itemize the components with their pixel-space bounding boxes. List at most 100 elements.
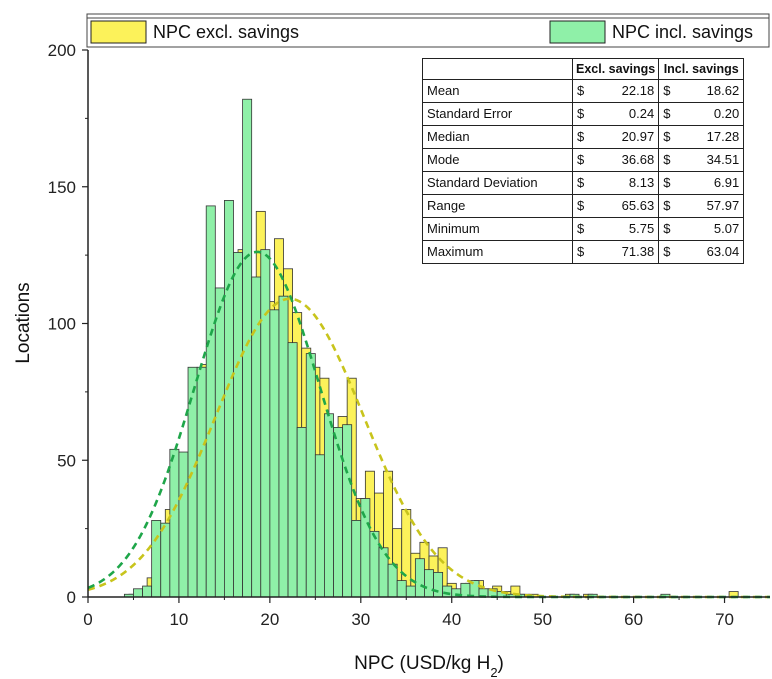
bar-incl-17 <box>278 295 289 598</box>
stats-value-excl: 36.68 <box>585 148 660 172</box>
x-tick-label-0: 0 <box>83 610 92 629</box>
stats-value-excl: 22.18 <box>585 79 660 103</box>
x-axis-title: NPC (USD/kg H2) <box>354 653 504 679</box>
stats-value-excl: 5.75 <box>585 217 660 241</box>
bar-incl-13 <box>242 98 253 598</box>
x-axis-ticks: 0 10 20 30 40 50 60 70 <box>83 597 734 629</box>
stats-row-0: Mean $22.18 $18.62 <box>422 79 745 103</box>
bar-incl-21 <box>314 454 325 598</box>
bar-incl-22 <box>324 413 334 598</box>
bar-incl-3 <box>151 520 162 598</box>
y-tick-label-3: 150 <box>48 178 76 197</box>
x-tick-label-1: 10 <box>169 610 188 629</box>
bar-incl-34 <box>433 571 444 598</box>
stats-body: Mean $22.18 $18.62 Standard Error $0.24 $0.20… <box>422 79 745 264</box>
stats-row-2: Median $20.97 $17.28 <box>422 125 745 149</box>
stats-value-excl: 65.63 <box>585 194 660 218</box>
bar-incl-32 <box>414 558 425 598</box>
stats-currency-excl: $ <box>572 217 586 241</box>
stats-label: Maximum <box>422 240 573 264</box>
y-tick-label-1: 50 <box>57 451 76 470</box>
bar-incl-4 <box>160 522 171 598</box>
bar-incl-30 <box>396 580 407 598</box>
y-tick-label-0: 0 <box>67 588 76 607</box>
bar-incl-19 <box>296 427 307 598</box>
bar-incl-31 <box>405 585 416 598</box>
stats-currency-excl: $ <box>572 194 586 218</box>
bar-incl-8 <box>196 366 207 598</box>
stats-value-incl: 63.04 <box>671 240 745 264</box>
stats-currency-incl: $ <box>658 148 672 172</box>
stats-row-5: Range $65.63 $57.97 <box>422 194 745 218</box>
x-tick-label-7: 70 <box>715 610 734 629</box>
stats-currency-excl: $ <box>572 240 586 264</box>
stats-row-6: Minimum $5.75 $5.07 <box>422 217 745 241</box>
legend-swatch-incl <box>549 20 606 44</box>
stats-value-incl: 18.62 <box>671 79 745 103</box>
stats-corner-cell <box>422 58 573 80</box>
stats-currency-excl: $ <box>572 102 586 126</box>
stats-label: Minimum <box>422 217 573 241</box>
stats-currency-excl: $ <box>572 171 586 195</box>
stats-value-incl: 57.97 <box>671 194 745 218</box>
y-axis-ticks: 0 50 100 150 200 <box>48 41 88 607</box>
bar-incl-11 <box>223 200 234 598</box>
stats-currency-incl: $ <box>658 171 672 195</box>
normal-fit-curve-incl <box>87 250 770 599</box>
stats-header-incl: Incl. savings <box>658 58 745 80</box>
normal-fit-curve-excl <box>87 297 770 599</box>
stats-label: Median <box>422 125 573 149</box>
y-tick-label-2: 100 <box>48 315 76 334</box>
stats-header-excl: Excl. savings <box>571 58 660 80</box>
stats-value-excl: 0.24 <box>585 102 660 126</box>
stats-value-incl: 5.07 <box>671 217 745 241</box>
bar-incl-12 <box>233 251 243 598</box>
x-tick-label-5: 50 <box>533 610 552 629</box>
stats-currency-incl: $ <box>658 102 672 126</box>
bar-incl-18 <box>287 342 298 598</box>
legend-swatch-excl <box>90 20 147 44</box>
legend-label-excl: NPC excl. savings <box>153 22 299 42</box>
stats-value-excl: 71.38 <box>585 240 660 264</box>
stats-currency-incl: $ <box>658 194 672 218</box>
stats-label: Range <box>422 194 573 218</box>
bar-incl-15 <box>260 249 271 598</box>
bar-incl-2 <box>142 585 153 598</box>
stats-currency-excl: $ <box>572 79 586 103</box>
bar-incl-20 <box>305 353 316 598</box>
bar-incl-5 <box>169 448 180 598</box>
x-tick-label-2: 20 <box>260 610 279 629</box>
stats-currency-incl: $ <box>658 79 672 103</box>
stats-value-excl: 8.13 <box>585 171 660 195</box>
stats-row-3: Mode $36.68 $34.51 <box>422 148 745 172</box>
stats-value-incl: 17.28 <box>671 125 745 149</box>
stats-currency-excl: $ <box>572 148 586 172</box>
stats-label: Standard Deviation <box>422 171 573 195</box>
x-tick-label-3: 30 <box>351 610 370 629</box>
legend: NPC excl. savings NPC incl. savings <box>86 13 770 48</box>
legend-label-incl: NPC incl. savings <box>612 22 753 42</box>
bar-incl-24 <box>342 424 353 598</box>
bar-incl-16 <box>269 309 280 598</box>
stats-value-excl: 20.97 <box>585 125 660 149</box>
x-tick-label-6: 60 <box>624 610 643 629</box>
bar-incl-27 <box>369 530 380 598</box>
stats-row-4: Standard Deviation $8.13 $6.91 <box>422 171 745 195</box>
legend-box <box>86 13 770 48</box>
y-axis-title: Locations <box>13 282 34 363</box>
stats-currency-incl: $ <box>658 240 672 264</box>
y-tick-label-4: 200 <box>48 41 76 60</box>
bar-incl-29 <box>387 563 398 598</box>
stats-value-incl: 0.20 <box>671 102 745 126</box>
stats-currency-excl: $ <box>572 125 586 149</box>
stats-label: Standard Error <box>422 102 573 126</box>
bar-incl-25 <box>351 520 362 598</box>
stats-currency-incl: $ <box>658 217 672 241</box>
bar-incl-23 <box>333 427 344 598</box>
stats-row-7: Maximum $71.38 $63.04 <box>422 240 745 264</box>
stats-value-incl: 6.91 <box>671 171 745 195</box>
x-tick-label-4: 40 <box>442 610 461 629</box>
stats-header-row: Excl. savings Incl. savings <box>422 58 745 80</box>
stats-value-incl: 34.51 <box>671 148 745 172</box>
